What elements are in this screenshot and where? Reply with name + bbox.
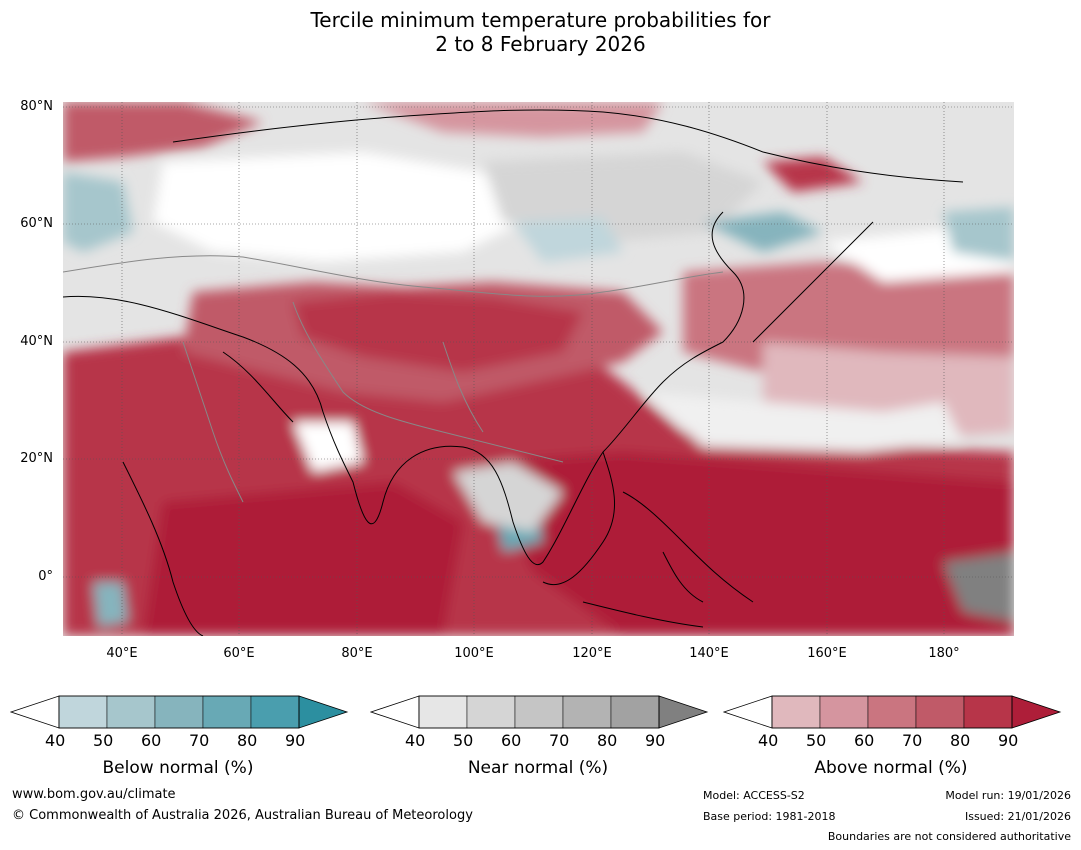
lon-label-160e: 160°E [807,646,847,661]
cbar-below-seg-3 [154,695,204,729]
cbar-near-tick-90: 90 [645,731,666,750]
base-period-label: Base period: 1981-2018 [703,810,836,823]
cbar-below-seg-1 [58,695,108,729]
cbar-above-seg-2 [819,695,869,729]
cbar-above-seg-4 [915,695,965,729]
lat-label-0: 0° [38,569,53,584]
copyright-text: © Commonwealth of Australia 2026, Austra… [12,808,473,823]
cbar-near-lower-triangle [369,695,420,729]
probability-shading [63,102,1014,636]
colorbar-below-normal [9,695,350,759]
cbar-near-tick-80: 80 [597,731,618,750]
colorbar-above-ticks: 40 50 60 70 80 90 [723,731,1063,751]
lon-label-100e: 100°E [454,646,494,661]
cbar-above-tick-70: 70 [902,731,923,750]
cbar-below-tick-40: 40 [45,731,66,750]
cbar-near-seg-5 [610,695,660,729]
colorbar-above-title: Above normal (%) [814,758,968,778]
lon-label-180: 180° [928,646,960,661]
boundaries-disclaimer: Boundaries are not considered authoritat… [827,830,1071,843]
lon-label-120e: 120°E [572,646,612,661]
cbar-above-tick-90: 90 [998,731,1019,750]
colorbar-near-title: Near normal (%) [467,758,609,778]
cbar-above-tick-60: 60 [854,731,875,750]
model-run-label: Model run: 19/01/2026 [945,789,1071,802]
cbar-near-tick-70: 70 [549,731,570,750]
cbar-near-tick-60: 60 [501,731,522,750]
country-borders [63,255,724,503]
lon-label-60e: 60°E [223,646,255,661]
cbar-near-tick-40: 40 [405,731,426,750]
cbar-below-tick-70: 70 [189,731,210,750]
coastlines [63,109,964,636]
cbar-near-seg-1 [418,695,468,729]
colorbar-below-normal-graphic [9,695,349,729]
lat-label-80n: 80°N [20,99,53,114]
cbar-near-seg-3 [514,695,564,729]
cbar-above-seg-5 [963,695,1013,729]
colorbar-near-normal-graphic [369,695,709,729]
colorbar-near-normal [369,695,710,759]
lon-label-80e: 80°E [341,646,373,661]
map-title: Tercile minimum temperature probabilitie… [0,8,1081,56]
cbar-above-upper-triangle [1011,695,1062,729]
cbar-below-tick-90: 90 [285,731,306,750]
map-canvas [63,102,1014,636]
cbar-near-seg-2 [466,695,516,729]
cbar-near-tick-50: 50 [453,731,474,750]
cbar-near-upper-triangle [658,695,709,729]
cbar-near-seg-4 [562,695,612,729]
lat-label-20n: 20°N [20,451,53,466]
website-link[interactable]: www.bom.gov.au/climate [12,787,176,802]
cbar-above-seg-1 [771,695,821,729]
cbar-below-tick-50: 50 [93,731,114,750]
cbar-below-upper-triangle [298,695,349,729]
colorbar-above-normal-graphic [722,695,1062,729]
colorbar-near-ticks: 40 50 60 70 80 90 [370,731,710,751]
lat-label-60n: 60°N [20,216,53,231]
cbar-below-seg-5 [250,695,300,729]
lon-label-40e: 40°E [106,646,138,661]
colorbar-below-title: Below normal (%) [102,758,254,778]
lat-label-40n: 40°N [20,334,53,349]
title-line-2: 2 to 8 February 2026 [435,32,646,56]
cbar-below-tick-80: 80 [237,731,258,750]
lon-label-140e: 140°E [689,646,729,661]
cbar-below-seg-4 [202,695,252,729]
colorbar-below-ticks: 40 50 60 70 80 90 [10,731,350,751]
title-line-1: Tercile minimum temperature probabilitie… [310,8,771,32]
cbar-above-lower-triangle [722,695,773,729]
cbar-above-tick-80: 80 [950,731,971,750]
issued-label: Issued: 21/01/2026 [964,810,1071,823]
model-label: Model: ACCESS-S2 [703,789,805,802]
cbar-above-tick-50: 50 [806,731,827,750]
cbar-below-tick-60: 60 [141,731,162,750]
cbar-below-seg-2 [106,695,156,729]
cbar-below-lower-triangle [9,695,60,729]
graticule [63,102,1014,636]
cbar-above-seg-3 [867,695,917,729]
cbar-above-tick-40: 40 [758,731,779,750]
colorbar-above-normal [722,695,1063,759]
probability-map [63,102,1014,636]
